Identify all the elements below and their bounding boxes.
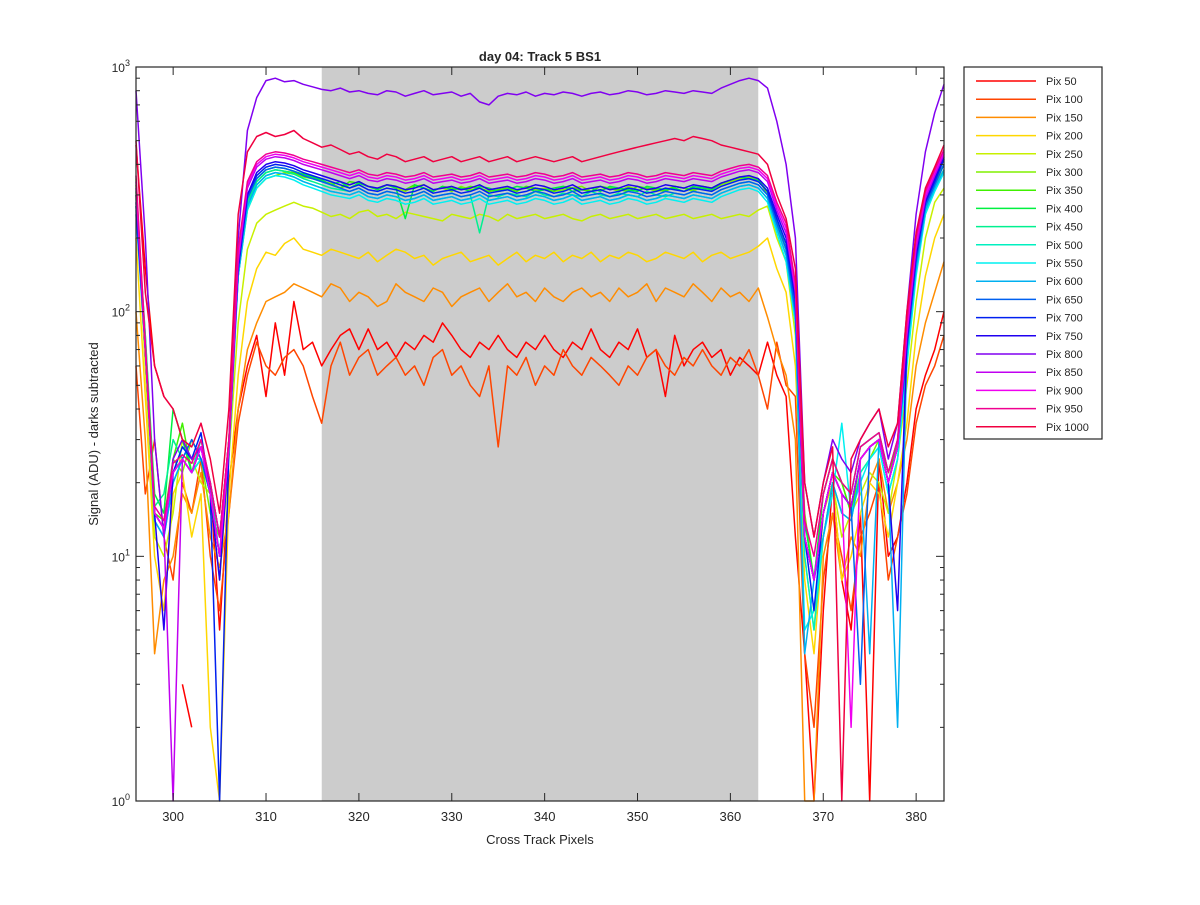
x-tick-label: 350 [627, 809, 649, 824]
legend-label: Pix 900 [1046, 385, 1083, 397]
legend-label: Pix 150 [1046, 112, 1083, 124]
legend-label: Pix 100 [1046, 94, 1083, 106]
x-tick-label: 320 [348, 809, 370, 824]
x-axis-label: Cross Track Pixels [486, 832, 594, 847]
legend-label: Pix 450 [1046, 222, 1083, 234]
legend-label: Pix 500 [1046, 240, 1083, 252]
x-tick-label: 330 [441, 809, 463, 824]
legend-label: Pix 950 [1046, 404, 1083, 416]
chart-title: day 04: Track 5 BS1 [479, 49, 601, 64]
legend-label: Pix 600 [1046, 276, 1083, 288]
legend-label: Pix 350 [1046, 185, 1083, 197]
x-tick-label: 360 [720, 809, 742, 824]
legend-label: Pix 650 [1046, 294, 1083, 306]
y-tick-label: 101 [112, 547, 130, 564]
legend-label: Pix 1000 [1046, 422, 1089, 434]
shaded-region [321, 67, 759, 801]
legend-label: Pix 250 [1046, 149, 1083, 161]
x-axis-ticks: 300 310 320 330 340 350 360 370 380 [162, 67, 927, 824]
axes-frame [135, 66, 945, 802]
shaded-region-layer [321, 67, 759, 801]
series-line-20 [135, 129, 945, 802]
x-tick-label: 310 [255, 809, 277, 824]
legend-label: Pix 400 [1046, 203, 1083, 215]
y-tick-label: 102 [112, 303, 130, 320]
x-tick-label: 370 [812, 809, 834, 824]
legend-label: Pix 550 [1046, 258, 1083, 270]
legend-label: Pix 800 [1046, 349, 1083, 361]
series-layer [135, 77, 945, 802]
y-axis-label: Signal (ADU) - darks subtracted [86, 342, 101, 526]
x-tick-label: 300 [162, 809, 184, 824]
series-line-18 [135, 151, 945, 729]
series-line-14 [135, 158, 945, 802]
legend-label: Pix 300 [1046, 167, 1083, 179]
legend-label: Pix 200 [1046, 131, 1083, 143]
y-tick-label: 103 [112, 58, 130, 75]
series-line-19 [135, 149, 945, 558]
legend-label: Pix 50 [1046, 76, 1077, 88]
series-line-12 [135, 169, 945, 729]
legend-box [963, 66, 1103, 440]
x-tick-label: 340 [534, 809, 556, 824]
legend-label: Pix 850 [1046, 367, 1083, 379]
x-tick-label: 380 [905, 809, 927, 824]
legend-label: Pix 750 [1046, 331, 1083, 343]
legend: Pix 50 Pix 100 Pix 150 Pix 200 Pix 250 Pix 30… [963, 66, 1103, 440]
y-axis-ticks: 100 101 102 103 [112, 58, 944, 809]
legend-label: Pix 700 [1046, 313, 1083, 325]
y-tick-label: 100 [112, 792, 130, 809]
series-line-2 [135, 335, 945, 729]
